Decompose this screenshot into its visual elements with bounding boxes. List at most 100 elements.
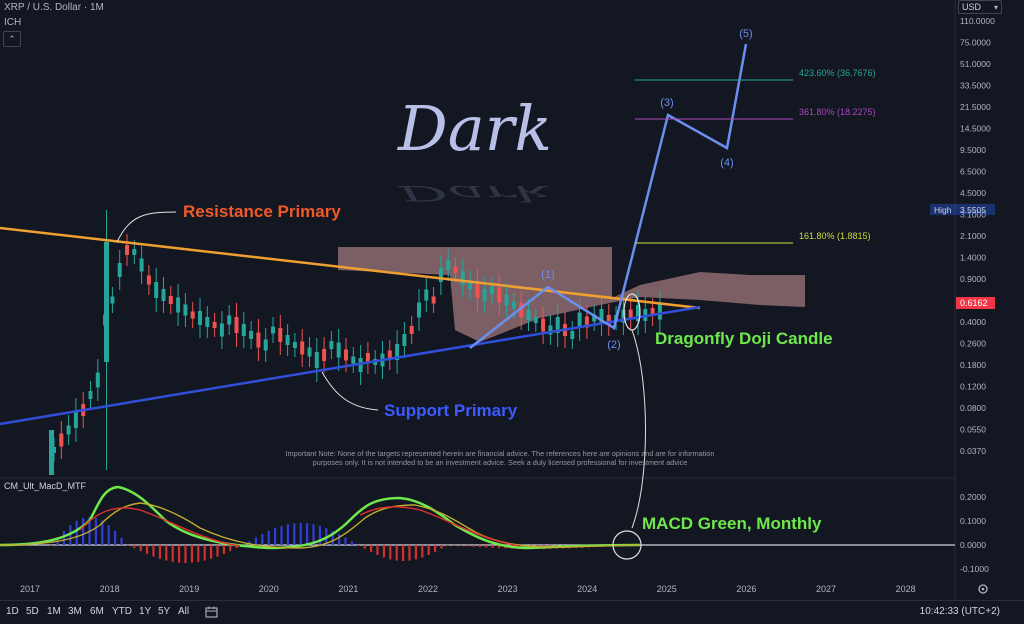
currency-selector[interactable]: USD ▾ (958, 0, 1002, 14)
candle-body (592, 314, 597, 322)
macd-histogram-bar (382, 545, 385, 558)
macd-histogram-bar (357, 545, 360, 546)
macd-histogram-bar (101, 520, 104, 545)
candle-body (161, 289, 166, 301)
candle-body (234, 317, 239, 333)
price-tick-label: 2.1000 (960, 231, 986, 241)
candle-body (365, 353, 370, 363)
wave-label-1: (1) (541, 269, 554, 281)
macd-histogram-bar (146, 545, 149, 554)
macd-histogram-bar (152, 545, 155, 557)
candle-body (256, 332, 261, 348)
range-all[interactable]: All (178, 606, 190, 617)
price-tick-label: 0.9000 (960, 274, 986, 284)
range-1m[interactable]: 1M (47, 606, 61, 617)
range-6m[interactable]: 6M (90, 606, 104, 617)
price-tick-label: 0.0800 (960, 403, 986, 413)
macd-histogram-bar (312, 524, 315, 545)
macd-histogram-bar (491, 545, 494, 548)
candle-body (606, 315, 611, 325)
candle-body (198, 311, 202, 325)
candle-body (59, 433, 64, 447)
last-price-value: 0.6162 (960, 298, 988, 308)
fib-361-label: 361.80% (18.2275) (799, 107, 876, 117)
macd-histogram-bar (216, 545, 219, 557)
macd-histogram-bar (75, 520, 78, 545)
chart-canvas[interactable]: Dark Dark 423.60% (36.7676) 361.80% (18.… (0, 0, 1024, 600)
year-tick-label: 2026 (736, 584, 756, 594)
candle-body (431, 296, 436, 304)
wave-label-2: (2) (607, 339, 620, 351)
macd-tick-label: -0.1000 (960, 564, 989, 574)
candle-body (468, 280, 473, 290)
resistance-label: Resistance Primary (183, 202, 341, 221)
candle-body (292, 342, 297, 348)
candle-body (95, 372, 100, 388)
range-1d[interactable]: 1D (6, 606, 19, 617)
year-tick-label: 2019 (179, 584, 199, 594)
candle-body (190, 311, 195, 319)
range-1y[interactable]: 1Y (139, 606, 152, 617)
range-5y[interactable]: 5Y (158, 606, 171, 617)
elliott-wave-projection (469, 43, 748, 349)
price-tick-label: 4.5000 (960, 188, 986, 198)
macd-histogram-bar (274, 528, 277, 545)
candle-body (409, 326, 414, 334)
candle-body (636, 305, 640, 321)
candle-body (511, 301, 516, 309)
candle-body (307, 347, 312, 357)
candle-body (395, 344, 400, 360)
chevron-up-icon[interactable]: ⌃ (3, 31, 21, 47)
macd-histogram-bar (94, 517, 97, 545)
support-trendline (0, 305, 701, 426)
calendar-range-icon[interactable] (205, 605, 218, 618)
range-5d[interactable]: 5D (26, 606, 39, 617)
year-tick-label: 2017 (20, 584, 40, 594)
clock: 10:42:33 (UTC+2) (919, 606, 1000, 617)
macd-histogram-bar (197, 545, 200, 562)
candle-body (577, 312, 582, 328)
resistance-trendline (0, 226, 701, 310)
candle-body (329, 341, 334, 349)
macd-indicator-label: CM_Ult_MacD_MTF (4, 481, 87, 491)
macd-slow-line-2021 (359, 506, 521, 547)
candle-body (263, 339, 268, 351)
indicator-label: ICH (4, 17, 22, 28)
candle-body (176, 297, 181, 313)
macd-histogram-bar (389, 545, 392, 560)
candle-body (453, 267, 458, 273)
gear-icon[interactable] (977, 582, 989, 594)
macd-histogram-bar (299, 523, 302, 545)
candles-group (49, 210, 662, 475)
macd-histogram-bar (318, 525, 321, 545)
candle-body (219, 323, 224, 337)
watermark-reflection: Dark (397, 181, 552, 206)
doji-label: Dragonfly Doji Candle (655, 329, 833, 348)
price-tick-label: 1.4000 (960, 253, 986, 263)
range-ytd[interactable]: YTD (112, 606, 132, 617)
macd-histogram-bar (107, 525, 110, 545)
price-tick-label: 0.0550 (960, 425, 986, 435)
candle-body (227, 315, 232, 325)
macd-histogram-bar (485, 545, 488, 548)
macd-tick-label: 0.0000 (960, 540, 986, 550)
candle-body (336, 342, 341, 358)
macd-histogram-bar (453, 545, 456, 546)
candle-body (241, 324, 246, 336)
price-tick-label: 14.5000 (960, 124, 991, 134)
macd-histogram-bar (408, 545, 411, 561)
year-tick-label: 2020 (259, 584, 279, 594)
macd-histogram-bar (421, 545, 424, 558)
candle-body (446, 260, 451, 270)
macd-histogram-bar (402, 545, 405, 561)
candle-body (657, 304, 662, 320)
candle-body (344, 349, 348, 361)
time-axis: 2017 2018 2019 2020 2021 2022 2023 2024 2025 2026… (20, 584, 916, 594)
support-callout-line (321, 371, 379, 411)
year-tick-label: 2027 (816, 584, 836, 594)
candle-body (490, 286, 494, 294)
macd-histogram-bar (82, 517, 85, 545)
macd-signal-line (0, 502, 641, 549)
candle-body (570, 331, 575, 339)
range-3m[interactable]: 3M (68, 606, 82, 617)
